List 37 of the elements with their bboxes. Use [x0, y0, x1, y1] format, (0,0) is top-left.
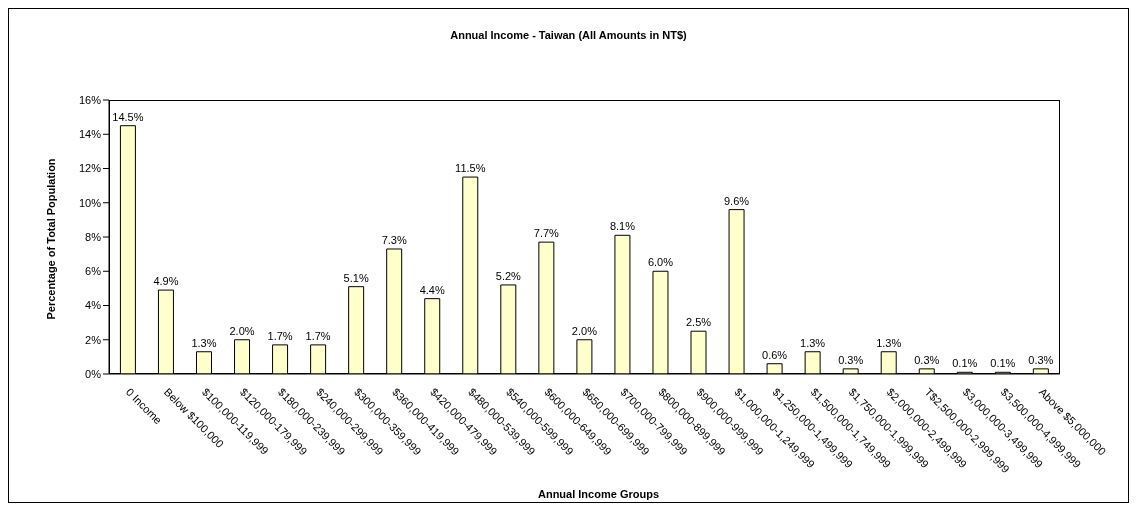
data-label: 11.5% — [455, 162, 486, 175]
data-label: 0.3% — [1028, 353, 1054, 366]
y-tick-label: 6% — [85, 265, 102, 278]
chart-title: Annual Income - Taiwan (All Amounts in NT$) — [449, 29, 688, 41]
data-label: 1.7% — [305, 329, 331, 342]
data-label: 1.3% — [876, 336, 902, 349]
data-label: 0.3% — [914, 353, 940, 366]
data-label: 14.5% — [112, 110, 144, 123]
y-tick-label: 8% — [85, 230, 102, 243]
x-axis-title: Annual Income Groups — [537, 488, 660, 500]
data-label: 1.3% — [191, 336, 217, 349]
y-tick-label: 2% — [85, 333, 102, 346]
data-label: 5.2% — [495, 269, 522, 282]
data-label: 1.3% — [800, 336, 826, 349]
y-axis-title: Percentage of Total Population — [45, 158, 57, 320]
data-label: 6.0% — [647, 256, 674, 269]
data-label: 2.0% — [571, 324, 598, 337]
y-tick-label: 16% — [78, 93, 102, 106]
y-tick-label: 10% — [78, 196, 102, 209]
data-label: 5.1% — [343, 271, 369, 284]
data-label: 4.9% — [153, 275, 179, 288]
y-tick-label: 14% — [78, 128, 102, 141]
data-label: 9.6% — [724, 194, 750, 207]
data-label: 0.6% — [762, 348, 788, 361]
data-label: 4.4% — [419, 283, 445, 296]
data-label: 8.1% — [609, 220, 636, 233]
y-tick-label: 4% — [85, 299, 102, 312]
y-tick-label: 12% — [78, 162, 102, 175]
y-tick-label: 0% — [85, 367, 102, 380]
data-label: 2.0% — [229, 324, 255, 337]
data-label: 0.3% — [838, 353, 864, 366]
data-label: 0.1% — [990, 357, 1016, 370]
data-label: 2.5% — [685, 316, 712, 329]
data-label: 7.7% — [533, 227, 560, 240]
data-label: 7.3% — [381, 233, 407, 246]
data-label: 0.1% — [952, 357, 978, 370]
data-label: 1.7% — [267, 329, 293, 342]
